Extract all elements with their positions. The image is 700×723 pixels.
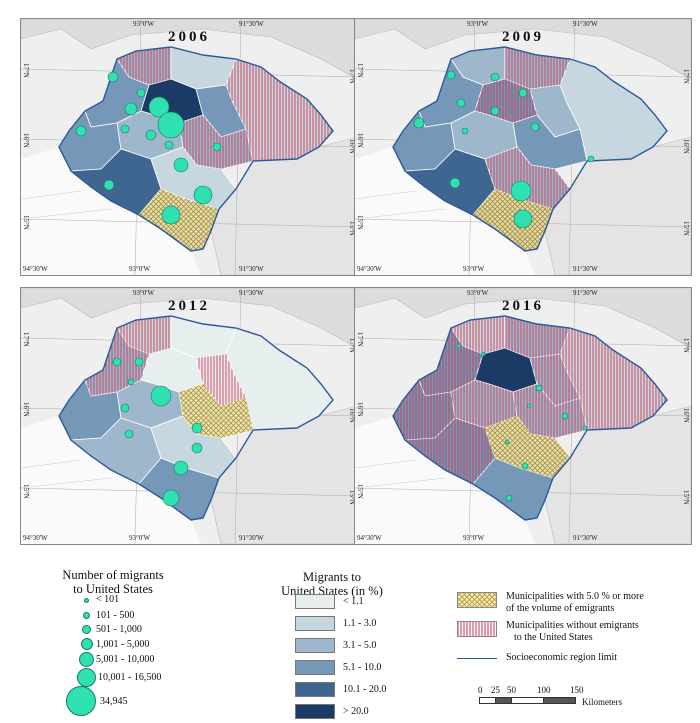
map-panel-2016: 2016 93°0'W 91°30'W 94°30'W 93°0'W 91°30'W 17°… — [354, 287, 692, 545]
emigrants5-label: Municipalities with 5.0 % or more of the… — [506, 591, 644, 614]
scale-tick-150: 150 — [570, 685, 584, 695]
vertical-hatch-swatch — [457, 621, 497, 637]
region-limit-line — [457, 658, 497, 659]
top-tick: 91°30'W — [239, 20, 264, 28]
percent-swatch-4 — [295, 660, 335, 675]
percent-swatch-1 — [295, 594, 335, 609]
left-tick: 16°N — [22, 133, 30, 148]
bottom-tick: 94°30'W — [357, 265, 382, 273]
bottom-tick: 93°0'W — [129, 265, 151, 273]
migrants-legend-title: Number of migrants to United States — [62, 568, 164, 596]
bottom-tick: 91°30'W — [573, 534, 598, 542]
circle-label-5: 5,001 - 10,000 — [96, 654, 155, 665]
percent-label-5: 10.1 - 20.0 — [343, 684, 387, 695]
right-tick: 15°N — [348, 221, 356, 236]
left-tick: 16°N — [356, 402, 364, 417]
top-tick: 91°30'W — [573, 289, 598, 297]
percent-label-4: 5.1 - 10.0 — [343, 662, 382, 673]
circle-label-6: 10,001 - 16,500 — [98, 672, 162, 683]
map-svg — [21, 288, 357, 544]
right-tick: 17°N — [682, 338, 690, 353]
right-tick: 16°N — [348, 139, 356, 154]
bottom-tick: 93°0'W — [463, 265, 485, 273]
circle-size-4 — [81, 638, 93, 650]
percent-label-3: 3.1 - 5.0 — [343, 640, 377, 651]
left-tick: 15°N — [356, 484, 364, 499]
right-tick: 17°N — [348, 69, 356, 84]
map-panel-2012: 2012 93°0'W 91°30'W 94°30'W 93°0'W 91°30'W 17°… — [20, 287, 358, 545]
scale-bar-graphic — [479, 697, 576, 704]
crosshatch-swatch — [457, 592, 497, 608]
left-tick: 15°N — [22, 484, 30, 499]
percent-label-6: > 20.0 — [343, 706, 369, 717]
circle-size-6 — [77, 668, 96, 687]
without-emigrants-label: Municipalities without emigrants to the … — [506, 620, 639, 643]
bottom-tick: 94°30'W — [23, 534, 48, 542]
right-tick: 15°N — [682, 490, 690, 505]
top-tick: 91°30'W — [573, 20, 598, 28]
circle-label-7: 34,945 — [100, 696, 128, 707]
percent-swatch-2 — [295, 616, 335, 631]
left-tick: 17°N — [22, 63, 30, 78]
percent-swatch-5 — [295, 682, 335, 697]
percent-label-2: 1.1 - 3.0 — [343, 618, 377, 629]
circle-label-4: 1,001 - 5,000 — [96, 639, 150, 650]
scale-tick-50: 50 — [507, 685, 516, 695]
bottom-tick: 91°30'W — [573, 265, 598, 273]
left-tick: 15°N — [356, 215, 364, 230]
bottom-tick: 93°0'W — [463, 534, 485, 542]
percent-swatch-6 — [295, 704, 335, 719]
circle-label-1: < 101 — [96, 594, 120, 605]
top-tick: 93°0'W — [467, 20, 489, 28]
map-year-title: 2009 — [502, 29, 544, 45]
circle-label-2: 101 - 500 — [96, 610, 135, 621]
left-tick: 17°N — [356, 332, 364, 347]
percent-swatch-3 — [295, 638, 335, 653]
map-year-title: 2016 — [502, 298, 544, 314]
left-tick: 17°N — [356, 63, 364, 78]
right-tick: 15°N — [348, 490, 356, 505]
circle-size-5 — [79, 652, 94, 667]
map-svg — [355, 288, 691, 544]
left-tick: 16°N — [22, 402, 30, 417]
map-panel-2006: 2006 93°0'W 91°30'W 94°30'W 93°0'W 91°30'W 17°… — [20, 18, 358, 276]
right-tick: 16°N — [682, 139, 690, 154]
map-year-title: 2012 — [168, 298, 210, 314]
right-tick: 16°N — [348, 408, 356, 423]
scale-tick-0: 0 — [478, 685, 483, 695]
scale-tick-100: 100 — [537, 685, 551, 695]
scale-tick-25: 25 — [491, 685, 500, 695]
top-tick: 93°0'W — [133, 289, 155, 297]
right-tick: 15°N — [682, 221, 690, 236]
region-limit-label: Socioeconomic region limit — [506, 652, 618, 663]
map-panel-2009: 2009 93°0'W 91°30'W 94°30'W 93°0'W 91°30'W 17°… — [354, 18, 692, 276]
bottom-tick: 93°0'W — [129, 534, 151, 542]
map-svg — [355, 19, 691, 275]
circle-size-2 — [83, 612, 90, 619]
circle-size-7 — [66, 686, 96, 716]
left-tick: 15°N — [22, 215, 30, 230]
top-tick: 91°30'W — [239, 289, 264, 297]
bottom-tick: 94°30'W — [357, 534, 382, 542]
top-tick: 93°0'W — [467, 289, 489, 297]
circle-label-3: 501 - 1,000 — [96, 624, 142, 635]
map-year-title: 2006 — [168, 29, 210, 45]
scale-unit: Kilometers — [582, 697, 622, 707]
right-tick: 17°N — [682, 69, 690, 84]
percent-label-1: < 1.1 — [343, 596, 364, 607]
left-tick: 17°N — [22, 332, 30, 347]
top-tick: 93°0'W — [133, 20, 155, 28]
bottom-tick: 91°30'W — [239, 265, 264, 273]
circle-size-3 — [82, 625, 91, 634]
bottom-tick: 94°30'W — [23, 265, 48, 273]
right-tick: 16°N — [682, 408, 690, 423]
left-tick: 16°N — [356, 133, 364, 148]
circle-size-1 — [84, 598, 89, 603]
bottom-tick: 91°30'W — [239, 534, 264, 542]
right-tick: 17°N — [348, 338, 356, 353]
map-svg — [21, 19, 357, 275]
